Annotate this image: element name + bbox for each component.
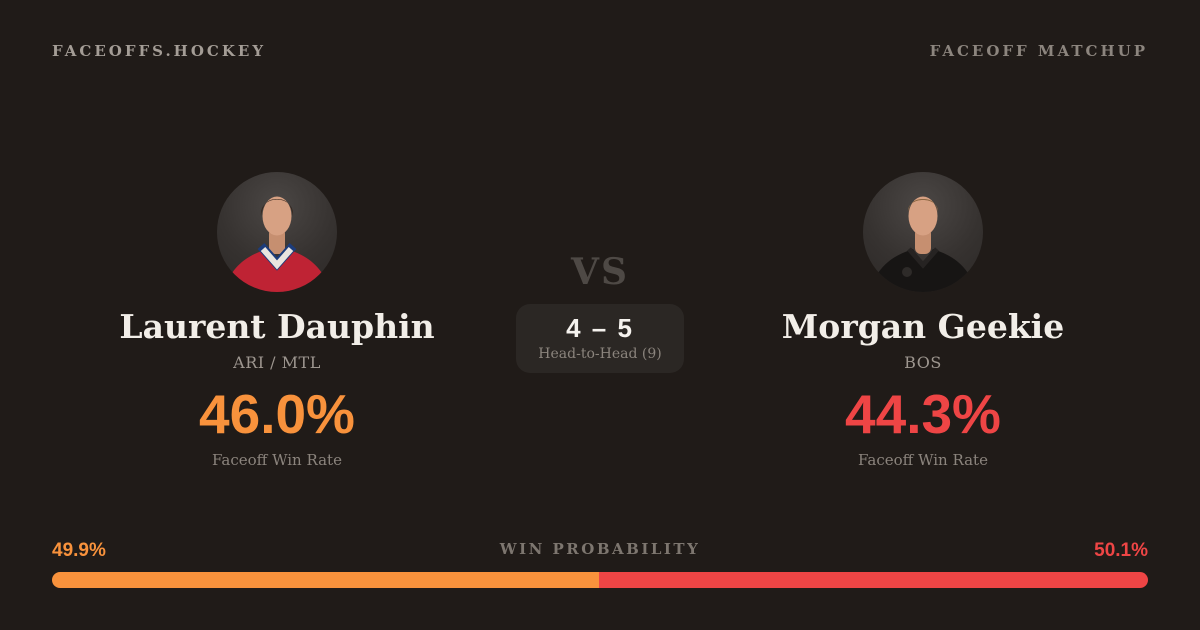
player-card-right: Morgan Geekie BOS 44.3% Faceoff Win Rate: [698, 172, 1148, 469]
faceoff-win-rate-value: 46.0%: [199, 383, 355, 445]
win-probability-labels: 49.9% WIN PROBABILITY 50.1%: [52, 540, 1148, 562]
win-probability-right-value: 50.1%: [1094, 540, 1148, 561]
brand-logo: FACEOFFS.HOCKEY: [52, 42, 267, 60]
faceoff-win-rate-label: Faceoff Win Rate: [858, 451, 988, 469]
win-probability-bar-right-fill: [598, 572, 1148, 588]
matchup-center: VS 4 – 5 Head-to-Head (9): [502, 172, 698, 373]
win-probability-left-value: 49.9%: [52, 540, 106, 561]
faceoff-win-rate-label: Faceoff Win Rate: [212, 451, 342, 469]
faceoff-win-rate-value: 44.3%: [845, 383, 1001, 445]
player-headshot-black-jersey-icon: [869, 196, 977, 292]
player-teams: ARI / MTL: [233, 353, 321, 372]
player-headshot-red-jersey-icon: [223, 196, 331, 292]
win-probability-title: WIN PROBABILITY: [499, 540, 701, 558]
head-to-head-label: Head-to-Head (9): [538, 345, 662, 362]
matchup-body: Laurent Dauphin ARI / MTL 46.0% Faceoff …: [0, 172, 1200, 469]
player-avatar-left: [217, 172, 337, 292]
win-probability-section: 49.9% WIN PROBABILITY 50.1%: [52, 540, 1148, 588]
player-name: Morgan Geekie: [781, 307, 1065, 346]
player-card-left: Laurent Dauphin ARI / MTL 46.0% Faceoff …: [52, 172, 502, 469]
player-name: Laurent Dauphin: [119, 307, 435, 346]
head-to-head-box: 4 – 5 Head-to-Head (9): [516, 304, 684, 373]
head-to-head-score: 4 – 5: [566, 313, 634, 343]
page-title: FACEOFF MATCHUP: [929, 42, 1148, 60]
player-avatar-right: [863, 172, 983, 292]
player-teams: BOS: [904, 353, 942, 372]
header: FACEOFFS.HOCKEY FACEOFF MATCHUP: [0, 0, 1200, 60]
vs-label: VS: [571, 251, 629, 293]
win-probability-bar: [52, 572, 1148, 588]
win-probability-bar-left-fill: [52, 572, 599, 588]
